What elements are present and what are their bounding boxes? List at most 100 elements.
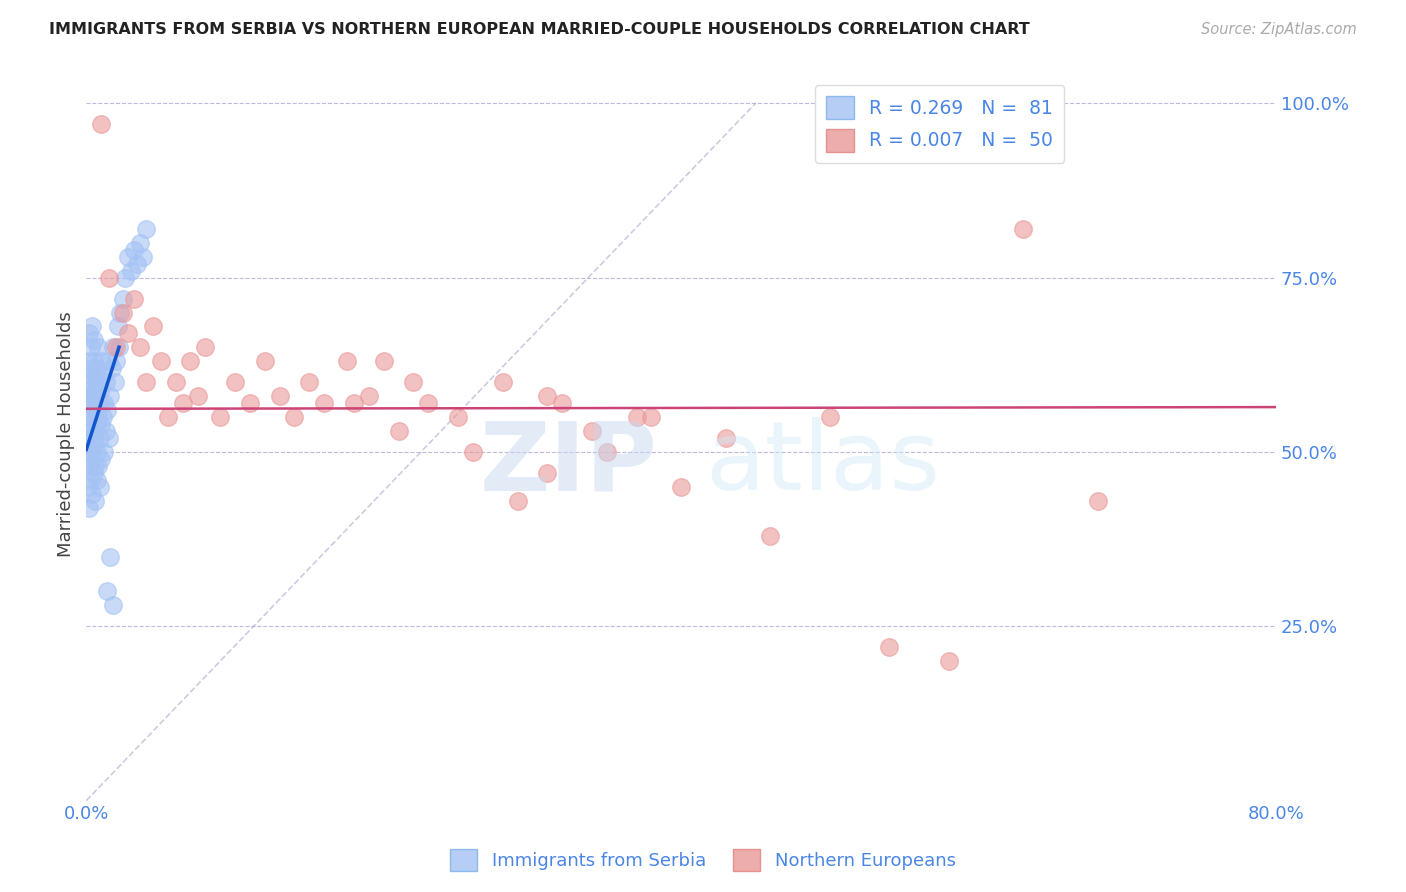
Point <box>112 305 135 319</box>
Point <box>128 235 150 250</box>
Point <box>86 473 108 487</box>
Point <box>335 354 357 368</box>
Point <box>76 480 98 494</box>
Point <box>172 396 194 410</box>
Legend: Immigrants from Serbia, Northern Europeans: Immigrants from Serbia, Northern Europea… <box>443 842 963 879</box>
Point <box>90 382 112 396</box>
Point <box>83 389 105 403</box>
Point <box>82 361 104 376</box>
Point <box>142 319 165 334</box>
Point <box>581 424 603 438</box>
Point <box>105 340 128 354</box>
Point <box>125 257 148 271</box>
Point <box>87 410 110 425</box>
Point <box>80 368 103 383</box>
Point <box>128 340 150 354</box>
Point <box>89 480 111 494</box>
Point <box>80 473 103 487</box>
Point <box>157 410 180 425</box>
Point <box>492 376 515 390</box>
Point <box>76 445 98 459</box>
Point <box>194 340 217 354</box>
Point <box>90 417 112 431</box>
Point <box>105 354 128 368</box>
Point <box>77 500 100 515</box>
Point <box>83 334 105 348</box>
Point <box>87 376 110 390</box>
Point <box>84 424 107 438</box>
Point <box>117 326 139 341</box>
Point <box>97 431 120 445</box>
Point <box>80 410 103 425</box>
Point <box>135 222 157 236</box>
Point <box>551 396 574 410</box>
Point <box>117 250 139 264</box>
Point <box>98 389 121 403</box>
Point <box>402 376 425 390</box>
Point <box>187 389 209 403</box>
Point <box>97 354 120 368</box>
Point <box>82 396 104 410</box>
Point <box>84 493 107 508</box>
Point <box>77 458 100 473</box>
Point <box>94 376 117 390</box>
Point <box>122 243 145 257</box>
Point <box>179 354 201 368</box>
Point <box>90 452 112 467</box>
Point <box>76 410 98 425</box>
Point <box>82 382 104 396</box>
Point <box>96 584 118 599</box>
Point <box>80 389 103 403</box>
Text: Source: ZipAtlas.com: Source: ZipAtlas.com <box>1201 22 1357 37</box>
Point <box>108 340 131 354</box>
Point <box>269 389 291 403</box>
Point <box>298 376 321 390</box>
Point <box>373 354 395 368</box>
Point <box>84 368 107 383</box>
Point <box>84 403 107 417</box>
Point <box>82 319 104 334</box>
Legend: R = 0.269   N =  81, R = 0.007   N =  50: R = 0.269 N = 81, R = 0.007 N = 50 <box>815 86 1064 163</box>
Point <box>80 424 103 438</box>
Point <box>77 326 100 341</box>
Point <box>89 431 111 445</box>
Point <box>90 354 112 368</box>
Point <box>76 376 98 390</box>
Point <box>506 493 529 508</box>
Point <box>209 410 232 425</box>
Point <box>82 487 104 501</box>
Point <box>87 340 110 354</box>
Point <box>253 354 276 368</box>
Point <box>90 117 112 131</box>
Point <box>283 410 305 425</box>
Point <box>86 445 108 459</box>
Point <box>103 376 125 390</box>
Point <box>82 452 104 467</box>
Point <box>120 263 142 277</box>
Point <box>87 458 110 473</box>
Point <box>314 396 336 410</box>
Point <box>461 445 484 459</box>
Point <box>101 340 124 354</box>
Point <box>91 368 114 383</box>
Point <box>714 431 737 445</box>
Text: ZIP: ZIP <box>479 417 658 510</box>
Point <box>83 438 105 452</box>
Point <box>1012 222 1035 236</box>
Point <box>83 354 105 368</box>
Point <box>96 403 118 417</box>
Point <box>759 529 782 543</box>
Point <box>938 654 960 668</box>
Point <box>669 480 692 494</box>
Point <box>97 270 120 285</box>
Point <box>135 376 157 390</box>
Point <box>149 354 172 368</box>
Text: IMMIGRANTS FROM SERBIA VS NORTHERN EUROPEAN MARRIED-COUPLE HOUSEHOLDS CORRELATIO: IMMIGRANTS FROM SERBIA VS NORTHERN EUROP… <box>49 22 1031 37</box>
Point <box>122 292 145 306</box>
Point <box>224 376 246 390</box>
Point <box>818 410 841 425</box>
Point <box>343 396 366 410</box>
Point <box>387 424 409 438</box>
Point <box>83 431 105 445</box>
Point <box>107 319 129 334</box>
